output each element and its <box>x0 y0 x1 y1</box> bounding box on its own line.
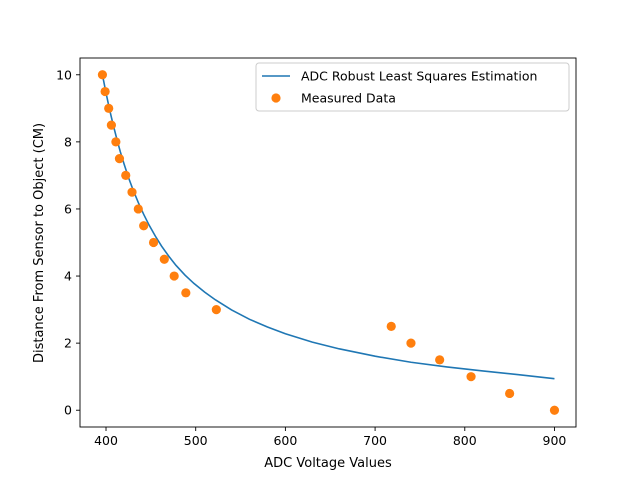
x-tick-label: 900 <box>543 433 567 448</box>
y-tick-label: 4 <box>64 269 72 284</box>
y-tick-label: 10 <box>56 67 72 82</box>
y-tick-label: 2 <box>64 336 72 351</box>
data-point-measured <box>114 154 125 164</box>
data-point-measured <box>181 288 191 298</box>
data-point-measured <box>97 70 108 80</box>
data-point-measured <box>104 103 114 113</box>
data-point-measured <box>169 271 179 281</box>
data-point-measured <box>148 237 159 248</box>
y-axis-label: Distance From Sensor to Object (CM) <box>32 123 47 363</box>
x-axis-label: ADC Voltage Values <box>264 456 392 471</box>
x-tick-label: 700 <box>363 433 387 448</box>
y-tick-label: 6 <box>64 201 72 216</box>
data-point-measured <box>159 254 169 264</box>
legend: ADC Robust Least Squares Estimation Measu… <box>255 62 570 112</box>
plot-area <box>97 70 560 415</box>
data-point-measured <box>505 388 515 399</box>
x-tick-label: 600 <box>273 433 297 448</box>
legend-box <box>255 62 570 112</box>
x-tick-label: 400 <box>94 433 118 448</box>
data-point-measured <box>386 321 396 331</box>
axes: 400 500 600 700 800 900 0 2 4 6 8 10 <box>56 57 577 448</box>
series-line-robust-least-squares <box>101 74 555 380</box>
data-point-measured <box>139 221 149 231</box>
data-point-measured <box>406 338 416 348</box>
y-tick-label: 8 <box>64 134 72 149</box>
legend-marker-swatch <box>271 93 281 103</box>
data-point-measured <box>435 355 445 365</box>
data-point-measured <box>111 137 121 147</box>
x-tick-label: 500 <box>184 433 208 448</box>
legend-label: ADC Robust Least Squares Estimation <box>301 69 537 84</box>
data-point-measured <box>549 405 560 415</box>
data-point-measured <box>211 304 221 315</box>
data-point-measured <box>127 187 137 197</box>
legend-label: Measured Data <box>301 91 396 106</box>
axes-frame <box>79 57 577 428</box>
data-point-measured <box>133 204 143 214</box>
data-point-measured <box>466 372 476 382</box>
data-point-measured <box>106 120 116 130</box>
data-point-measured <box>121 170 131 181</box>
data-point-measured <box>100 86 110 97</box>
x-tick-label: 800 <box>453 433 477 448</box>
y-tick-label: 0 <box>64 403 72 418</box>
